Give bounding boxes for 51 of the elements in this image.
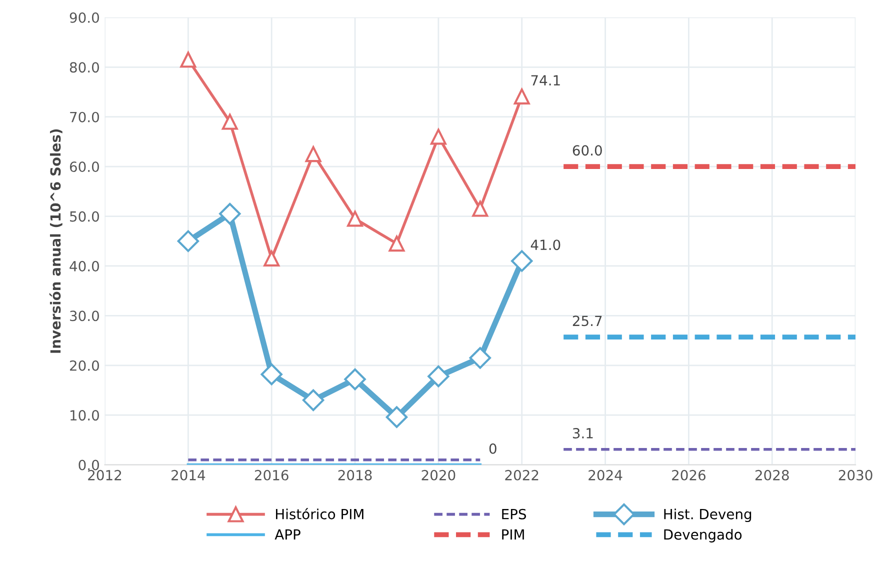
annotation: 25.7 — [572, 316, 602, 326]
point — [347, 210, 364, 227]
point — [344, 368, 366, 390]
point — [305, 146, 322, 162]
point — [472, 200, 488, 217]
x-tick-label: 2016 — [254, 470, 288, 480]
point — [177, 230, 200, 252]
y-tick-label: 80.0 — [70, 62, 99, 73]
point — [388, 236, 405, 252]
legend-label: APP — [274, 529, 300, 540]
x-tick-label: 2028 — [755, 470, 789, 480]
annotation: 41.0 — [530, 240, 560, 250]
point — [428, 365, 450, 388]
x-tick-label: 2030 — [838, 470, 872, 480]
y-axis-title: Inversión anual (10^6 Soles) — [49, 129, 62, 353]
point — [430, 128, 446, 145]
y-tick-label: 90.0 — [70, 12, 99, 23]
legend-label: Histórico PIM — [276, 508, 364, 520]
annotation: 0 — [489, 443, 496, 454]
x-tick-label: 2014 — [172, 470, 206, 480]
x-tick-label: 2024 — [588, 470, 622, 480]
point — [260, 363, 282, 386]
annotation: 3.1 — [572, 428, 593, 438]
y-tick-label: 0.0 — [78, 460, 99, 470]
point — [510, 250, 533, 272]
annotation: 60.0 — [572, 145, 602, 156]
point — [386, 406, 408, 428]
y-tick-label: 40.0 — [70, 260, 99, 272]
y-tick-label: 30.0 — [70, 310, 99, 322]
x-tick-label: 2026 — [672, 470, 706, 480]
point — [222, 114, 238, 130]
x-tick-label: 2012 — [88, 470, 122, 480]
point — [219, 202, 241, 225]
legend-label: EPS — [502, 508, 526, 520]
y-tick-label: 60.0 — [70, 162, 99, 172]
x-tick-label: 2018 — [338, 470, 372, 480]
point — [180, 52, 196, 68]
legend-label: Hist. Deveng — [664, 508, 752, 522]
y-tick-label: 10.0 — [70, 410, 99, 421]
point — [264, 250, 280, 266]
legend-label: Devengado — [664, 529, 742, 542]
y-tick-label: 50.0 — [70, 211, 99, 222]
point — [469, 347, 492, 369]
point — [514, 88, 530, 104]
x-tick-label: 2020 — [422, 470, 456, 480]
x-tick-label: 2022 — [505, 470, 538, 480]
y-tick-label: 20.0 — [70, 360, 99, 371]
annotation: 74.1 — [531, 75, 560, 86]
y-tick-label: 70.0 — [70, 112, 99, 122]
legend-label: PIM — [502, 529, 524, 540]
point — [302, 389, 324, 412]
